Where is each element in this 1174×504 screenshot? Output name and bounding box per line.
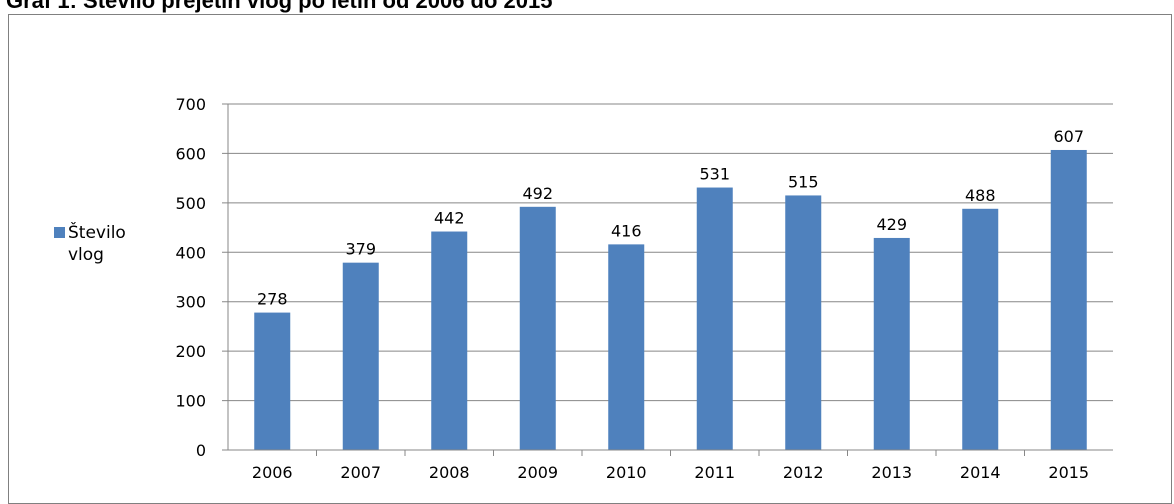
x-tick-label: 2011 [694,463,735,482]
bar-2015 [1050,149,1087,450]
bar-2009 [519,206,556,450]
data-label-2012: 515 [788,172,819,191]
data-label-2008: 442 [434,209,465,228]
x-tick-label: 2010 [606,463,647,482]
x-tick-label: 2014 [960,463,1001,482]
y-tick-label: 500 [175,194,206,213]
legend-swatch [54,227,65,238]
bar-2014 [962,208,999,450]
y-tick-label: 200 [175,342,206,361]
y-tick-label: 700 [175,95,206,114]
bar-2008 [431,231,468,450]
bar-2011 [696,187,733,450]
data-label-2011: 531 [699,165,730,184]
bar-2007 [342,262,379,450]
bar-2012 [785,195,822,450]
data-label-2014: 488 [965,186,996,205]
x-tick-label: 2007 [340,463,381,482]
y-tick-label: 100 [175,392,206,411]
bar-2010 [608,244,645,450]
y-tick-label: 400 [175,243,206,262]
x-tick-label: 2013 [871,463,912,482]
x-axis: 2006 2007 2008 2009 2010 2011 2012 2013 2014 2015 [228,449,1113,482]
data-label-2006: 278 [257,290,288,309]
data-label-2009: 492 [522,184,553,203]
data-label-2007: 379 [345,240,376,259]
y-tick-label: 300 [175,293,206,312]
legend: Število vlog [54,221,126,265]
data-label-2013: 429 [876,215,907,234]
bars: 278 379 442 492 416 531 515 429 488 607 [254,127,1087,450]
x-tick-label: 2006 [252,463,293,482]
x-tick-label: 2015 [1048,463,1089,482]
x-tick-label: 2009 [517,463,558,482]
chart-caption: Graf 1: Število prejetih vlog po letih o… [6,0,553,13]
y-tick-label: 600 [175,144,206,163]
bar-2006 [254,312,291,450]
y-tick-label: 0 [196,441,206,460]
y-axis: 0 100 200 300 400 500 600 700 [175,95,229,460]
x-tick-label: 2012 [783,463,824,482]
bar-2013 [873,237,910,450]
data-label-2015: 607 [1053,127,1084,146]
x-tick-label: 2008 [429,463,470,482]
data-label-2010: 416 [611,221,642,240]
legend-label: Število vlog [68,221,126,265]
